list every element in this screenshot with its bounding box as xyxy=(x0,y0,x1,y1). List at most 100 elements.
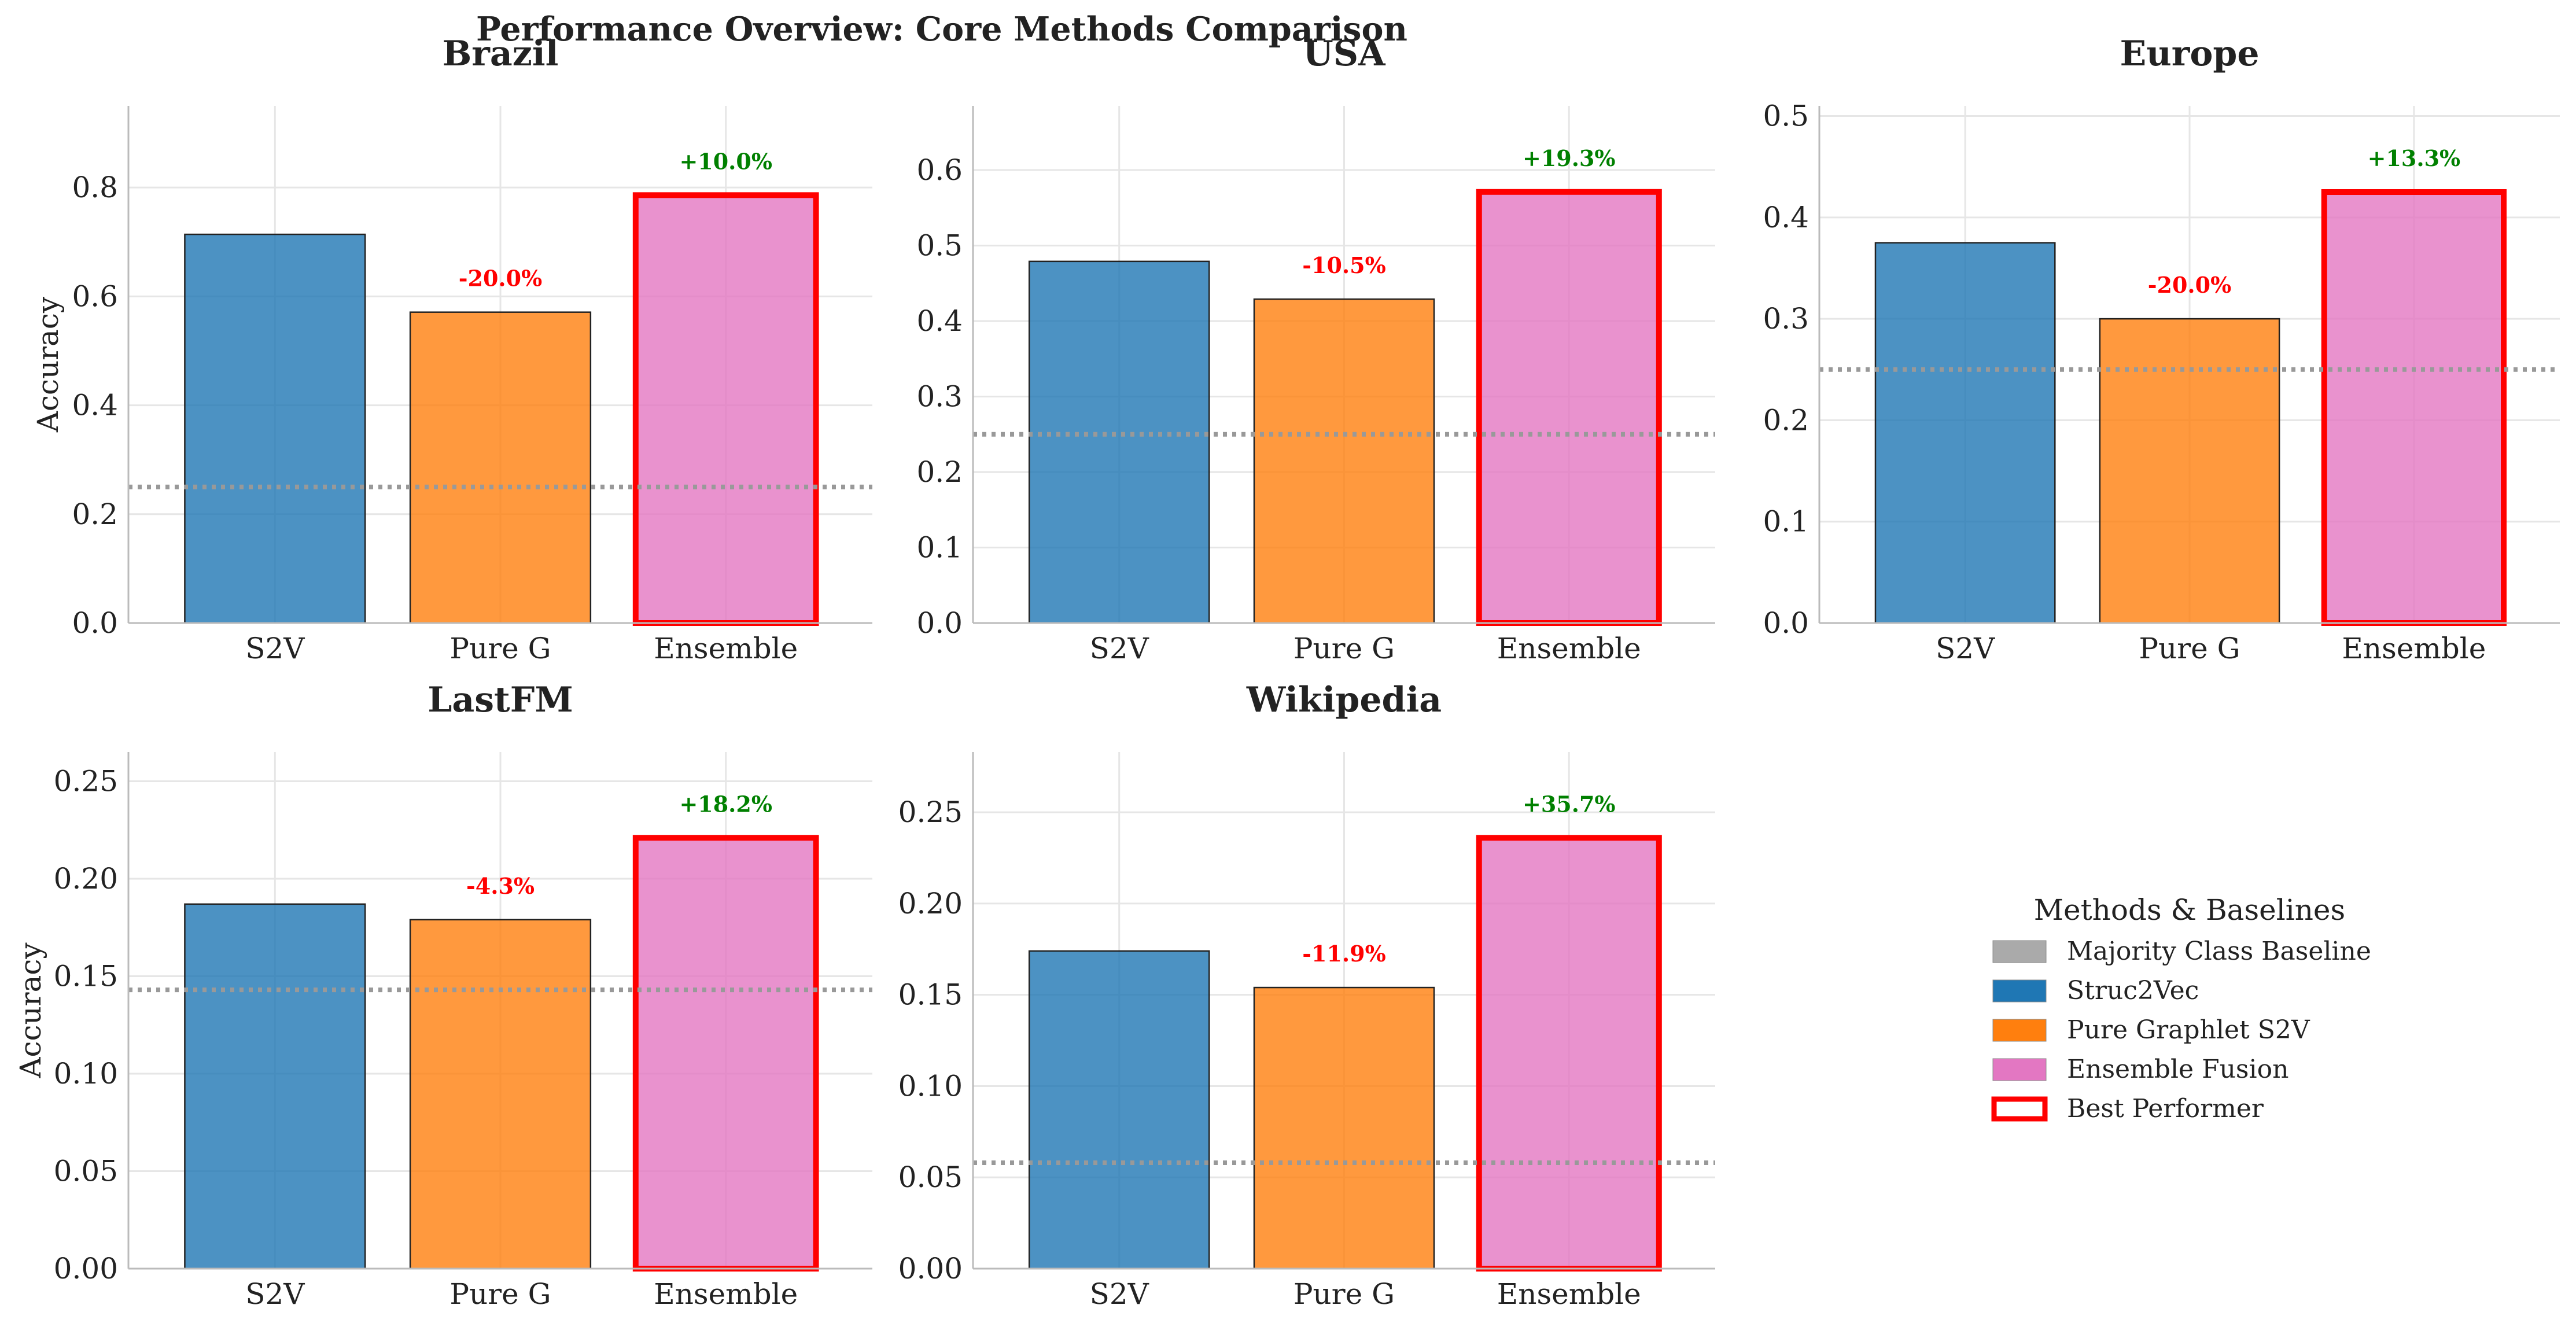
x-tick-label: S2V xyxy=(1090,1277,1149,1311)
bar-ensemble xyxy=(1476,189,1662,626)
difference-label: -10.5% xyxy=(1302,252,1385,278)
y-tick-label: 0.2 xyxy=(72,497,118,531)
legend: Methods & Baselines Majority Class Basel… xyxy=(1991,893,2371,1123)
legend-swatch xyxy=(1991,1096,2048,1122)
x-tick-label: Pure G xyxy=(1293,1277,1395,1311)
legend-label: Ensemble Fusion xyxy=(2067,1055,2288,1084)
y-tick-label: 0.4 xyxy=(916,304,963,338)
legend-item: Struc2Vec xyxy=(1992,976,2199,1005)
y-tick-label: 0.6 xyxy=(72,279,118,313)
y-tick-label: 0.00 xyxy=(898,1252,963,1285)
panel-europe: 0.0 0.1 0.2 0.3 0.4 0.5 S2V Pure G Ensemble -20.0… xyxy=(1763,34,2560,665)
bar-pure-g xyxy=(409,919,592,1270)
y-tick-label: 0.3 xyxy=(916,379,963,413)
difference-label: +19.3% xyxy=(1523,145,1616,171)
legend-swatch xyxy=(1992,940,2047,963)
bar-pure-g xyxy=(1253,986,1435,1270)
bar-pure-g xyxy=(409,311,592,624)
y-tick-label: 0.6 xyxy=(916,153,963,187)
y-tick-label: 0.0 xyxy=(72,606,118,640)
panel-title: USA xyxy=(1303,34,1386,74)
x-tick-label: Ensemble xyxy=(1497,1277,1641,1311)
x-tick-label: S2V xyxy=(1090,632,1149,665)
y-tick-label: 0.0 xyxy=(916,606,963,640)
x-tick-label: Ensemble xyxy=(654,1277,798,1311)
y-tick-label: 0.25 xyxy=(898,795,963,829)
bar-ensemble xyxy=(1476,835,1662,1272)
bar-s2v xyxy=(1874,242,2056,624)
bar-s2v xyxy=(184,233,366,624)
y-tick-label: 0.4 xyxy=(72,389,118,422)
x-tick-label: Pure G xyxy=(449,632,551,665)
x-tick-label: Pure G xyxy=(1293,632,1395,665)
x-tick-label: S2V xyxy=(1936,632,1995,665)
difference-label: -11.9% xyxy=(1302,941,1385,967)
y-tick-label: 0.8 xyxy=(72,171,118,204)
bar-s2v xyxy=(1028,260,1210,624)
y-tick-label: 0.20 xyxy=(898,887,963,920)
panel-wikipedia: 0.00 0.05 0.10 0.15 0.20 0.25 S2V Pure G Ensembl… xyxy=(898,680,1715,1311)
difference-label: +18.2% xyxy=(679,791,772,817)
y-tick-label: 0.20 xyxy=(54,862,118,895)
panel-lastfm: 0.00 0.05 0.10 0.15 0.20 0.25 S2V Pure G Ensembl… xyxy=(14,680,872,1311)
y-tick-label: 0.4 xyxy=(1763,201,1809,234)
y-axis-label: Accuracy xyxy=(31,296,65,433)
panel-usa: 0.0 0.1 0.2 0.3 0.4 0.5 0.6 S2V Pure G Ensemble -1… xyxy=(916,34,1715,665)
legend-label: Struc2Vec xyxy=(2067,976,2199,1005)
panel-title: Europe xyxy=(2120,34,2259,74)
bar-pure-g xyxy=(1253,298,1435,624)
x-tick-label: Ensemble xyxy=(1497,632,1641,665)
legend-swatch xyxy=(1992,1058,2047,1081)
legend-swatch xyxy=(1992,1019,2047,1042)
x-tick-label: Ensemble xyxy=(2342,632,2486,665)
x-tick-label: S2V xyxy=(245,632,305,665)
difference-label: -20.0% xyxy=(2148,272,2231,298)
legend-item: Best Performer xyxy=(1991,1094,2264,1123)
y-tick-label: 0.25 xyxy=(54,765,118,798)
y-tick-label: 0.05 xyxy=(54,1155,118,1188)
legend-item: Pure Graphlet S2V xyxy=(1992,1015,2310,1045)
bar-s2v xyxy=(1028,950,1210,1270)
legend-swatch xyxy=(1992,979,2047,1003)
bar-pure-g xyxy=(2099,318,2280,624)
y-tick-label: 0.2 xyxy=(916,455,963,489)
y-tick-label: 0.2 xyxy=(1763,403,1809,437)
difference-label: +35.7% xyxy=(1523,791,1616,817)
x-tick-label: Pure G xyxy=(449,1277,551,1311)
difference-label: +10.0% xyxy=(679,148,772,174)
bar-ensemble xyxy=(632,192,819,626)
y-tick-label: 0.15 xyxy=(898,978,963,1012)
y-tick-label: 0.15 xyxy=(54,960,118,993)
legend-label: Pure Graphlet S2V xyxy=(2067,1015,2310,1045)
bar-ensemble xyxy=(2321,189,2507,626)
legend-label: Majority Class Baseline xyxy=(2067,937,2371,966)
y-tick-label: 0.3 xyxy=(1763,302,1809,336)
x-tick-label: S2V xyxy=(245,1277,305,1311)
x-tick-label: Ensemble xyxy=(654,632,798,665)
y-tick-label: 0.1 xyxy=(916,530,963,564)
panel-title: Brazil xyxy=(443,34,559,74)
figure-title: Performance Overview: Core Methods Compa… xyxy=(476,10,1407,49)
panel-brazil: 0.0 0.2 0.4 0.6 0.8 S2V Pure G Ensemble -20.0% +1… xyxy=(31,34,872,665)
y-tick-label: 0.0 xyxy=(1763,606,1809,640)
panel-title: LastFM xyxy=(428,680,573,720)
y-tick-label: 0.10 xyxy=(54,1057,118,1090)
legend-item: Ensemble Fusion xyxy=(1992,1055,2288,1084)
legend-item: Majority Class Baseline xyxy=(1992,937,2371,966)
y-axis-label: Accuracy xyxy=(14,942,47,1079)
y-tick-label: 0.10 xyxy=(898,1069,963,1103)
difference-label: -4.3% xyxy=(466,873,535,899)
y-tick-label: 0.5 xyxy=(916,229,963,262)
bar-ensemble xyxy=(632,835,819,1272)
panels: 0.0 0.2 0.4 0.6 0.8 S2V Pure G Ensemble -20.0% +1… xyxy=(14,34,2560,1311)
panel-title: Wikipedia xyxy=(1246,680,1442,720)
legend-label: Best Performer xyxy=(2067,1094,2264,1123)
difference-label: +13.3% xyxy=(2368,145,2461,171)
y-tick-label: 0.00 xyxy=(54,1252,118,1285)
bar-s2v xyxy=(184,903,366,1270)
y-tick-label: 0.1 xyxy=(1763,505,1809,539)
y-tick-label: 0.5 xyxy=(1763,99,1809,133)
y-tick-label: 0.05 xyxy=(898,1160,963,1194)
difference-label: -20.0% xyxy=(459,266,542,292)
